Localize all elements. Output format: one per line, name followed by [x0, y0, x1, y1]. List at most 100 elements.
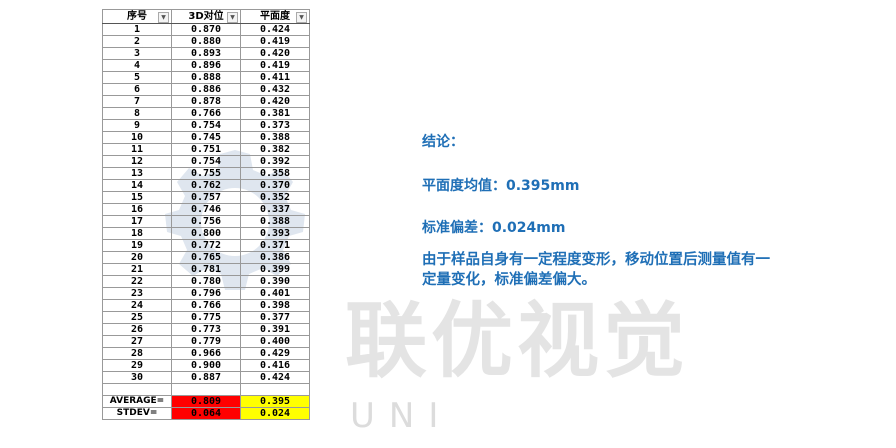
- summary-label[interactable]: STDEV=: [102, 407, 172, 420]
- table-cell[interactable]: 23: [102, 287, 172, 300]
- table-cell[interactable]: 8: [102, 107, 172, 120]
- table-cell[interactable]: 0.870: [171, 23, 241, 36]
- table-cell[interactable]: 0.886: [171, 83, 241, 96]
- table-cell[interactable]: 0.756: [171, 215, 241, 228]
- table-cell[interactable]: 0.370: [240, 179, 310, 192]
- table-cell[interactable]: 0.766: [171, 299, 241, 312]
- table-cell[interactable]: 15: [102, 191, 172, 204]
- table-cell[interactable]: 0.411: [240, 71, 310, 84]
- table-cell[interactable]: 0.424: [240, 371, 310, 384]
- table-cell[interactable]: 24: [102, 299, 172, 312]
- table-cell[interactable]: 18: [102, 227, 172, 240]
- table-cell[interactable]: 0.401: [240, 287, 310, 300]
- table-cell[interactable]: 0.893: [171, 47, 241, 60]
- summary-value-flatness[interactable]: 0.395: [240, 395, 310, 408]
- table-cell[interactable]: 0.424: [240, 23, 310, 36]
- table-cell[interactable]: 0.966: [171, 347, 241, 360]
- table-cell[interactable]: 7: [102, 95, 172, 108]
- table-cell[interactable]: 6: [102, 83, 172, 96]
- table-cell[interactable]: 0.755: [171, 167, 241, 180]
- table-cell[interactable]: 25: [102, 311, 172, 324]
- table-cell[interactable]: 19: [102, 239, 172, 252]
- table-cell[interactable]: 3: [102, 47, 172, 60]
- table-cell[interactable]: 0.398: [240, 299, 310, 312]
- table-cell[interactable]: 0.766: [171, 107, 241, 120]
- table-cell[interactable]: 0.772: [171, 239, 241, 252]
- table-cell[interactable]: 0.878: [171, 95, 241, 108]
- summary-value-3d[interactable]: 0.064: [171, 407, 241, 420]
- table-cell[interactable]: 0.388: [240, 215, 310, 228]
- filter-dropdown-icon[interactable]: ▼: [227, 12, 238, 23]
- table-cell[interactable]: 2: [102, 35, 172, 48]
- table-cell[interactable]: 0.751: [171, 143, 241, 156]
- table-cell[interactable]: 0.888: [171, 71, 241, 84]
- table-cell[interactable]: 13: [102, 167, 172, 180]
- filter-dropdown-icon[interactable]: ▼: [158, 12, 169, 23]
- table-cell[interactable]: 0.371: [240, 239, 310, 252]
- table-cell[interactable]: 0.400: [240, 335, 310, 348]
- table-cell[interactable]: 0.393: [240, 227, 310, 240]
- table-cell[interactable]: 26: [102, 323, 172, 336]
- table-cell[interactable]: 1: [102, 23, 172, 36]
- table-cell[interactable]: 0.757: [171, 191, 241, 204]
- table-cell[interactable]: 0.754: [171, 155, 241, 168]
- table-cell[interactable]: 9: [102, 119, 172, 132]
- table-cell[interactable]: 0.419: [240, 35, 310, 48]
- table-cell[interactable]: 0.773: [171, 323, 241, 336]
- table-cell[interactable]: 0.780: [171, 275, 241, 288]
- table-cell[interactable]: 0.420: [240, 47, 310, 60]
- table-cell[interactable]: 0.779: [171, 335, 241, 348]
- summary-value-flatness[interactable]: 0.024: [240, 407, 310, 420]
- table-cell[interactable]: 0.800: [171, 227, 241, 240]
- table-cell[interactable]: 0.896: [171, 59, 241, 72]
- table-cell[interactable]: 21: [102, 263, 172, 276]
- table-cell[interactable]: 10: [102, 131, 172, 144]
- table-cell[interactable]: 0.745: [171, 131, 241, 144]
- table-cell[interactable]: 4: [102, 59, 172, 72]
- table-cell[interactable]: 0.390: [240, 275, 310, 288]
- table-cell[interactable]: 0.420: [240, 95, 310, 108]
- table-cell[interactable]: 30: [102, 371, 172, 384]
- table-cell[interactable]: 17: [102, 215, 172, 228]
- table-cell[interactable]: 0.781: [171, 263, 241, 276]
- table-cell[interactable]: 0.386: [240, 251, 310, 264]
- table-cell[interactable]: 0.762: [171, 179, 241, 192]
- table-cell[interactable]: [240, 383, 310, 396]
- table-cell[interactable]: 0.416: [240, 359, 310, 372]
- table-cell[interactable]: 5: [102, 71, 172, 84]
- summary-value-3d[interactable]: 0.809: [171, 395, 241, 408]
- table-cell[interactable]: 0.337: [240, 203, 310, 216]
- summary-label[interactable]: AVERAGE=: [102, 395, 172, 408]
- table-cell[interactable]: 0.419: [240, 59, 310, 72]
- table-cell[interactable]: 0.388: [240, 131, 310, 144]
- table-cell[interactable]: 0.765: [171, 251, 241, 264]
- table-cell[interactable]: 0.900: [171, 359, 241, 372]
- table-cell[interactable]: 11: [102, 143, 172, 156]
- table-cell[interactable]: 20: [102, 251, 172, 264]
- table-cell[interactable]: 28: [102, 347, 172, 360]
- table-cell[interactable]: 27: [102, 335, 172, 348]
- table-cell[interactable]: 29: [102, 359, 172, 372]
- table-cell[interactable]: 0.754: [171, 119, 241, 132]
- table-cell[interactable]: 0.373: [240, 119, 310, 132]
- table-cell[interactable]: 0.391: [240, 323, 310, 336]
- table-cell[interactable]: 0.358: [240, 167, 310, 180]
- table-cell[interactable]: 16: [102, 203, 172, 216]
- table-cell[interactable]: 0.796: [171, 287, 241, 300]
- table-cell[interactable]: 0.377: [240, 311, 310, 324]
- filter-dropdown-icon[interactable]: ▼: [296, 12, 307, 23]
- table-cell[interactable]: 0.429: [240, 347, 310, 360]
- table-cell[interactable]: 12: [102, 155, 172, 168]
- table-cell[interactable]: [171, 383, 241, 396]
- table-cell[interactable]: 0.392: [240, 155, 310, 168]
- table-cell[interactable]: 0.432: [240, 83, 310, 96]
- table-cell[interactable]: 0.381: [240, 107, 310, 120]
- table-cell[interactable]: 14: [102, 179, 172, 192]
- table-cell[interactable]: 0.399: [240, 263, 310, 276]
- table-cell[interactable]: 0.887: [171, 371, 241, 384]
- table-cell[interactable]: [102, 383, 172, 396]
- table-cell[interactable]: 0.880: [171, 35, 241, 48]
- table-cell[interactable]: 0.382: [240, 143, 310, 156]
- table-cell[interactable]: 0.352: [240, 191, 310, 204]
- table-cell[interactable]: 0.746: [171, 203, 241, 216]
